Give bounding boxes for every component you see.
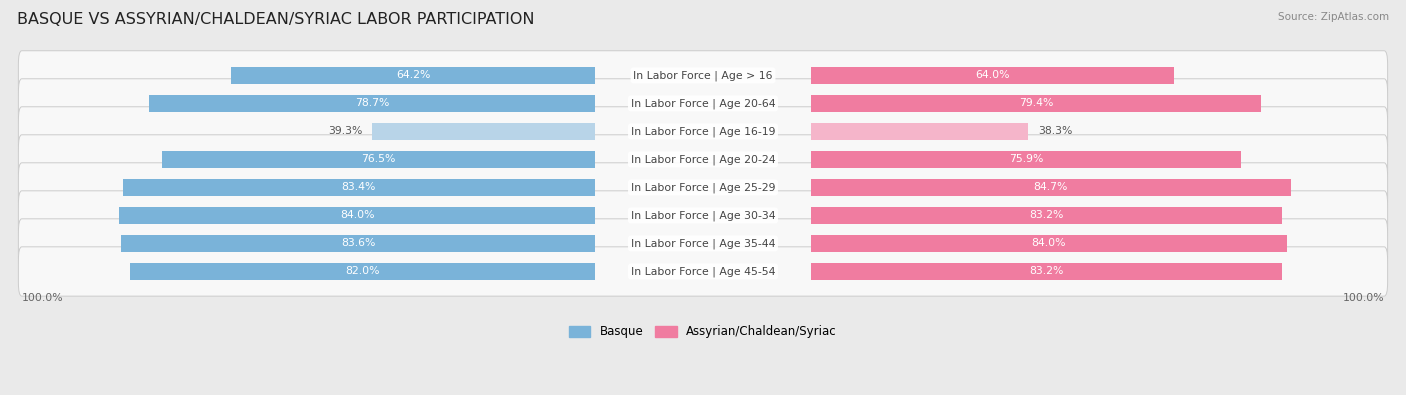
FancyBboxPatch shape <box>18 107 1388 156</box>
FancyBboxPatch shape <box>18 247 1388 296</box>
Text: 83.6%: 83.6% <box>342 239 375 248</box>
Text: In Labor Force | Age 20-64: In Labor Force | Age 20-64 <box>631 98 775 109</box>
FancyBboxPatch shape <box>18 191 1388 240</box>
Bar <box>149 95 595 112</box>
Text: 76.5%: 76.5% <box>361 154 395 164</box>
Text: 100.0%: 100.0% <box>1343 293 1385 303</box>
Text: In Labor Force | Age 35-44: In Labor Force | Age 35-44 <box>631 238 775 249</box>
Text: In Labor Force | Age > 16: In Labor Force | Age > 16 <box>633 70 773 81</box>
Bar <box>120 207 595 224</box>
Bar <box>811 95 1261 112</box>
Text: 83.2%: 83.2% <box>1029 211 1064 220</box>
Text: BASQUE VS ASSYRIAN/CHALDEAN/SYRIAC LABOR PARTICIPATION: BASQUE VS ASSYRIAN/CHALDEAN/SYRIAC LABOR… <box>17 12 534 27</box>
FancyBboxPatch shape <box>18 51 1388 100</box>
FancyBboxPatch shape <box>18 163 1388 212</box>
Text: In Labor Force | Age 45-54: In Labor Force | Age 45-54 <box>631 266 775 277</box>
Text: 64.2%: 64.2% <box>396 70 430 81</box>
Text: 100.0%: 100.0% <box>21 293 63 303</box>
Text: In Labor Force | Age 30-34: In Labor Force | Age 30-34 <box>631 210 775 221</box>
Text: 83.2%: 83.2% <box>1029 267 1064 276</box>
FancyBboxPatch shape <box>18 219 1388 268</box>
Text: 84.7%: 84.7% <box>1033 182 1069 192</box>
Bar <box>811 67 1174 84</box>
Bar <box>811 207 1282 224</box>
Bar <box>131 263 595 280</box>
Bar <box>232 67 595 84</box>
Bar <box>811 263 1282 280</box>
FancyBboxPatch shape <box>18 135 1388 184</box>
Text: 64.0%: 64.0% <box>974 70 1010 81</box>
Bar <box>122 179 595 196</box>
Text: 78.7%: 78.7% <box>354 98 389 108</box>
Text: In Labor Force | Age 16-19: In Labor Force | Age 16-19 <box>631 126 775 137</box>
Bar <box>811 151 1241 168</box>
Bar <box>121 235 595 252</box>
Bar <box>811 235 1286 252</box>
Text: 75.9%: 75.9% <box>1008 154 1043 164</box>
Bar <box>811 179 1291 196</box>
Bar <box>373 123 595 140</box>
Bar <box>811 123 1028 140</box>
Text: 83.4%: 83.4% <box>342 182 375 192</box>
Text: In Labor Force | Age 25-29: In Labor Force | Age 25-29 <box>631 182 775 193</box>
Text: Source: ZipAtlas.com: Source: ZipAtlas.com <box>1278 12 1389 22</box>
Bar <box>162 151 595 168</box>
Legend: Basque, Assyrian/Chaldean/Syriac: Basque, Assyrian/Chaldean/Syriac <box>564 321 842 343</box>
Text: 84.0%: 84.0% <box>1032 239 1066 248</box>
Text: 82.0%: 82.0% <box>346 267 380 276</box>
Text: 79.4%: 79.4% <box>1019 98 1053 108</box>
FancyBboxPatch shape <box>18 79 1388 128</box>
Text: 39.3%: 39.3% <box>328 126 363 136</box>
Text: In Labor Force | Age 20-24: In Labor Force | Age 20-24 <box>631 154 775 165</box>
Text: 84.0%: 84.0% <box>340 211 374 220</box>
Text: 38.3%: 38.3% <box>1038 126 1073 136</box>
